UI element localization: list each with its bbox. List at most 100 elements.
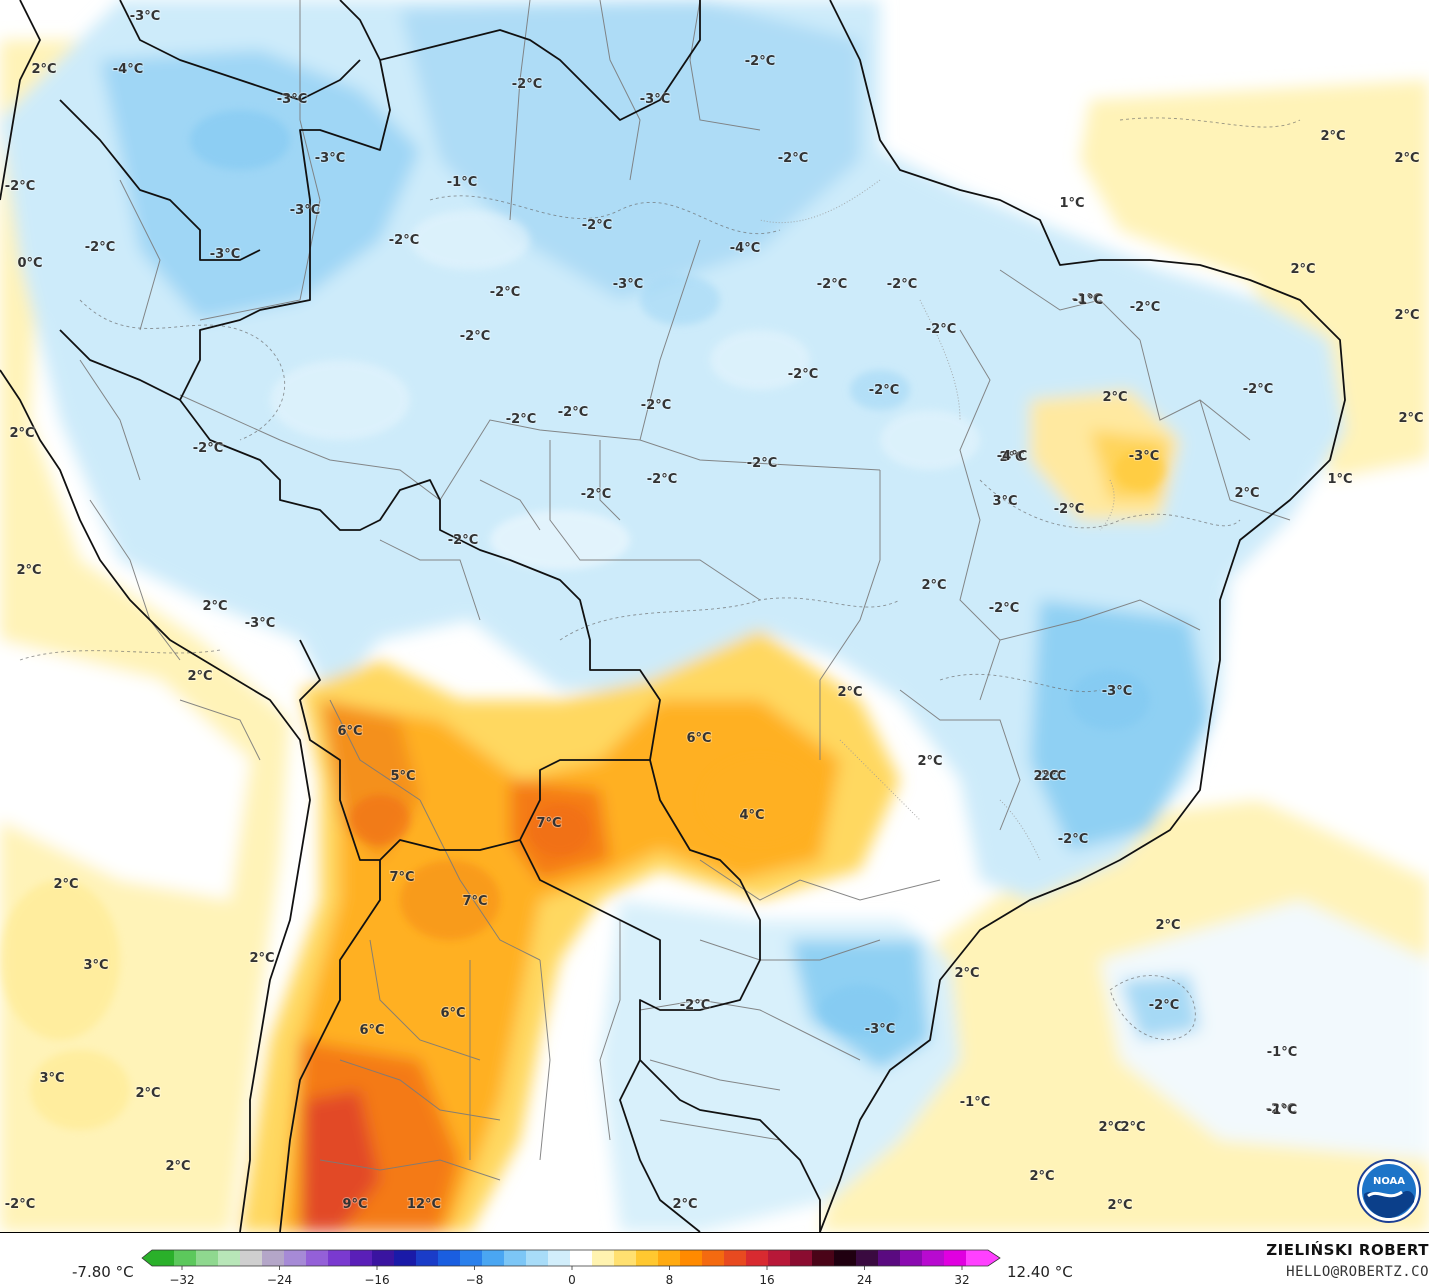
cold-patch-atlantic bbox=[1120, 975, 1200, 1040]
colorbar-tick-label: 32 bbox=[954, 1273, 969, 1287]
temperature-label: -1°C bbox=[1073, 293, 1103, 308]
temperature-label: -2°C bbox=[926, 322, 956, 337]
colorbar-bin bbox=[526, 1250, 549, 1266]
noaa-logo-text: NOAA bbox=[1373, 1176, 1405, 1187]
temperature-label: -4°C bbox=[997, 449, 1027, 464]
colorbar-tick-label: −8 bbox=[466, 1273, 484, 1287]
temperature-label: -1°C bbox=[1267, 1103, 1297, 1118]
temperature-label: 2°C bbox=[917, 754, 942, 769]
colorbar-bin bbox=[482, 1250, 505, 1266]
temperature-label: -2°C bbox=[558, 405, 588, 420]
venezuela-colombia-border bbox=[119, 0, 361, 101]
temperature-label: -4°C bbox=[113, 62, 143, 77]
temperature-label: -2°C bbox=[389, 233, 419, 248]
colorbar-bin bbox=[460, 1250, 483, 1266]
temperature-label: 2°C bbox=[53, 877, 78, 892]
temperature-label: 2°C bbox=[1290, 262, 1315, 277]
colorbar-bin bbox=[152, 1250, 175, 1266]
temperature-label: 7°C bbox=[389, 870, 414, 885]
colorbar-bin bbox=[856, 1250, 879, 1266]
neutral-zone-south-atlantic bbox=[1100, 900, 1429, 1160]
colorbar-extend-high bbox=[988, 1250, 1000, 1266]
colorbar-bin bbox=[768, 1250, 791, 1266]
colorbar-bin bbox=[790, 1250, 813, 1266]
temperature-label: -2°C bbox=[581, 487, 611, 502]
colorbar-bin bbox=[416, 1250, 439, 1266]
colorbar-tick-label: 24 bbox=[857, 1273, 872, 1287]
temperature-label: -2°C bbox=[582, 218, 612, 233]
legend-max-value: 12.40 °C bbox=[1007, 1263, 1073, 1281]
colorbar-bin bbox=[592, 1250, 615, 1266]
temperature-label: 2°C bbox=[31, 62, 56, 77]
temperature-label: -2°C bbox=[1054, 502, 1084, 517]
temperature-label: 2°C bbox=[1398, 411, 1423, 426]
temperature-label: -2°C bbox=[1130, 300, 1160, 315]
temperature-label: -2°C bbox=[1266, 1102, 1296, 1117]
temperature-label: -3°C bbox=[210, 247, 240, 262]
colorbar-bin bbox=[284, 1250, 307, 1266]
temperature-label: 5°C bbox=[390, 769, 415, 784]
colorbar-tick-label: 16 bbox=[759, 1273, 774, 1287]
temperature-label: 7°C bbox=[462, 894, 487, 909]
temperature-label: -2°C bbox=[641, 398, 671, 413]
colorbar-tick-label: −24 bbox=[267, 1273, 292, 1287]
colorbar-bin bbox=[196, 1250, 219, 1266]
colorbar-tick-label: 0 bbox=[568, 1273, 576, 1287]
temperature-label: -3°C bbox=[130, 9, 160, 24]
colorbar-bin bbox=[570, 1250, 593, 1266]
temperature-label: 9°C bbox=[342, 1197, 367, 1212]
colorbar-bin bbox=[328, 1250, 351, 1266]
temperature-label: -1°C bbox=[447, 175, 477, 190]
temperature-label: -2°C bbox=[745, 54, 775, 69]
colorbar-bin bbox=[240, 1250, 263, 1266]
bolivia-border bbox=[299, 639, 650, 861]
brazil-border bbox=[179, 0, 821, 1232]
temperature-label: -3°C bbox=[277, 92, 307, 107]
temperature-label: -2°C bbox=[989, 601, 1019, 616]
legend-min-value: -7.80 °C bbox=[72, 1263, 134, 1281]
temperature-label: 3°C bbox=[992, 494, 1017, 509]
temperature-label: -2°C bbox=[5, 1197, 35, 1212]
temperature-label: 6°C bbox=[686, 731, 711, 746]
colorbar-outline bbox=[141, 1249, 1001, 1267]
neutral-zone-pacific bbox=[0, 640, 250, 900]
temperature-label: -2°C bbox=[1243, 382, 1273, 397]
temperature-label: -2°C bbox=[193, 441, 223, 456]
noaa-logo-icon: NOAA bbox=[1357, 1159, 1421, 1223]
temperature-label: -3°C bbox=[1102, 684, 1132, 699]
temperature-label: 2°C bbox=[202, 599, 227, 614]
temperature-label: 2°C bbox=[1107, 1198, 1132, 1213]
temperature-label: -3°C bbox=[865, 1022, 895, 1037]
colorbar-tick-label: −16 bbox=[364, 1273, 389, 1287]
temperature-label: -2°C bbox=[1149, 998, 1179, 1013]
temperature-label: -4°C bbox=[730, 241, 760, 256]
colorbar-bin bbox=[306, 1250, 329, 1266]
colorbar-bin bbox=[746, 1250, 769, 1266]
colorbar-bin bbox=[174, 1250, 197, 1266]
temperature-label: 2°C bbox=[16, 563, 41, 578]
colorbar-bin bbox=[812, 1250, 835, 1266]
colorbar-bin bbox=[966, 1250, 989, 1266]
colorbar-bin bbox=[372, 1250, 395, 1266]
temperature-label: 2°C bbox=[1098, 1120, 1123, 1135]
temperature-label: 2°C bbox=[954, 966, 979, 981]
temperature-label: 2°C bbox=[837, 685, 862, 700]
credit-email: HELLO@ROBERTZ.CO bbox=[1286, 1264, 1429, 1280]
argentina-border bbox=[279, 860, 381, 1232]
temperature-label: -3°C bbox=[315, 151, 345, 166]
cold-zone-core-west bbox=[100, 50, 420, 320]
temperature-label: 2°C bbox=[1120, 1120, 1145, 1135]
temperature-label: -2°C bbox=[85, 240, 115, 255]
colorbar-tick-label: 8 bbox=[666, 1273, 674, 1287]
temperature-label: 2°C bbox=[999, 450, 1024, 465]
uruguay-border bbox=[619, 1059, 701, 1232]
temperature-label: 4°C bbox=[739, 808, 764, 823]
temperature-label: -2°C bbox=[512, 77, 542, 92]
temperature-label: 2°C bbox=[1320, 129, 1345, 144]
temperature-label: 3°C bbox=[83, 958, 108, 973]
colorbar-bin bbox=[504, 1250, 527, 1266]
colorbar-bin bbox=[702, 1250, 725, 1266]
temperature-label: 6°C bbox=[359, 1023, 384, 1038]
colorbar-bin bbox=[724, 1250, 747, 1266]
colorbar-bin bbox=[658, 1250, 681, 1266]
